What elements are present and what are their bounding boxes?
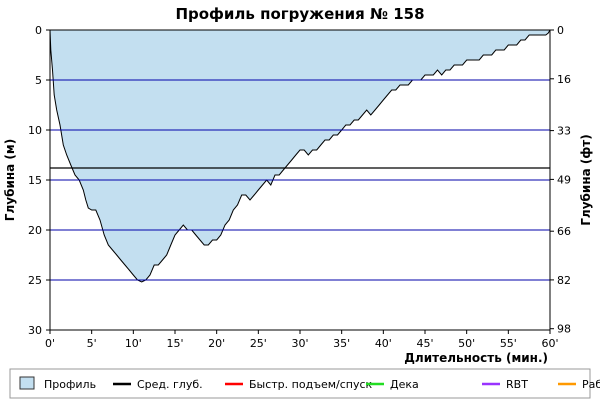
y-tick-label-left: 10 [28,124,42,137]
x-tick-label: 25' [250,337,267,350]
x-tick-label: 60' [541,337,558,350]
y-tick-label-right: 98 [557,323,571,336]
y-tick-label-right: 33 [557,125,571,138]
y-axis-label-left: Глубина (м) [3,139,17,221]
y-tick-label-left: 15 [28,174,42,187]
x-tick-label: 15' [166,337,183,350]
x-tick-label: 10' [125,337,142,350]
y-tick-label-right: 0 [557,24,564,37]
x-tick-label: 45' [416,337,433,350]
y-tick-label-right: 66 [557,225,571,238]
legend-label: Сред. глуб. [137,378,203,391]
y-tick-label-left: 20 [28,224,42,237]
legend-label: Быстр. подъем/спуск [249,378,373,391]
chart-title: Профиль погружения № 158 [175,5,424,23]
x-tick-label: 20' [208,337,225,350]
legend-swatch-profile [19,376,35,390]
y-tick-label-left: 30 [28,324,42,337]
x-tick-label: 35' [333,337,350,350]
legend-label: Профиль [44,378,96,391]
y-tick-label-right: 49 [557,173,571,186]
x-tick-label: 55' [500,337,517,350]
profile-outline [49,29,551,283]
y-tick-label-right: 82 [557,274,571,287]
plot-area [49,29,551,283]
y-tick-label-left: 0 [35,24,42,37]
axes: 0' 5' 10' 15' 20' 25' 30' 35' 40' 45' 50' 55' 60' 0 5 1… [28,24,571,350]
x-axis-label: Длительность (мин.) [404,351,548,365]
legend-label: Дека [390,378,419,391]
y-tick-label-left: 25 [28,274,42,287]
x-tick-label: 5' [87,337,97,350]
legend: Профиль Сред. глуб. Быстр. подъем/спуск Дек… [9,368,600,399]
profile-area [50,30,550,282]
y-tick-label-right: 16 [557,73,571,86]
legend-label: Раб. [582,378,600,391]
x-tick-label: 40' [375,337,392,350]
x-tick-label: 0' [45,337,55,350]
y-axis-label-right: Глубина (фт) [579,134,593,225]
legend-label: RBT [506,378,528,391]
y-tick-label-left: 5 [35,74,42,87]
x-tick-label: 50' [458,337,475,350]
x-tick-label: 30' [291,337,308,350]
